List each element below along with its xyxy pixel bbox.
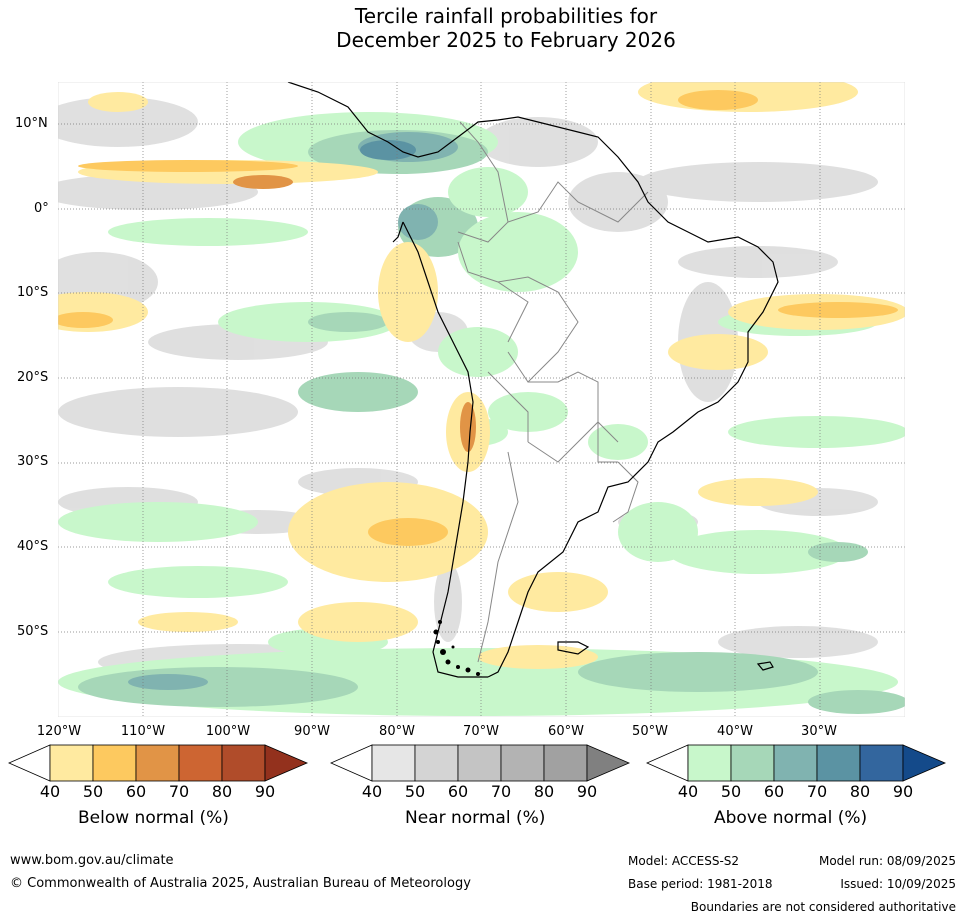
colorbar-segment bbox=[92, 744, 137, 782]
colorbar-near-normal bbox=[330, 744, 631, 782]
legend-tick-label: 70 bbox=[490, 782, 512, 801]
title-line-2: December 2025 to February 2026 bbox=[336, 28, 676, 52]
legend-tick-label: 60 bbox=[125, 782, 147, 801]
lon-label-50w: 50°W bbox=[632, 724, 668, 739]
lat-label-10s: 10°S bbox=[17, 285, 49, 300]
colorbar-segment bbox=[371, 744, 416, 782]
legend-tick-label: 50 bbox=[720, 782, 742, 801]
chile-archipelago bbox=[433, 620, 480, 676]
legend-title-below-normal: Below normal (%) bbox=[78, 808, 229, 828]
colorbar-segment bbox=[221, 744, 266, 782]
lon-label-60w: 60°W bbox=[548, 724, 584, 739]
legend-tick-label: 60 bbox=[447, 782, 469, 801]
footer-base-period: Base period: 1981-2018 bbox=[628, 877, 773, 891]
lat-label-40s: 40°S bbox=[17, 539, 49, 554]
legend-tick-label: 80 bbox=[533, 782, 555, 801]
footer-issued: Issued: 10/09/2025 bbox=[840, 877, 956, 891]
probability-map bbox=[58, 82, 905, 717]
legend-tick-label: 70 bbox=[806, 782, 828, 801]
legend-tick-label: 50 bbox=[404, 782, 426, 801]
colorbar-segment bbox=[543, 744, 588, 782]
legend-tick-label: 90 bbox=[254, 782, 276, 801]
lat-label-20s: 20°S bbox=[17, 370, 49, 385]
map-title: Tercile rainfall probabilities for Decem… bbox=[0, 4, 965, 52]
legend-tick-label: 80 bbox=[849, 782, 871, 801]
legend-tick-label: 90 bbox=[892, 782, 914, 801]
footer-model: Model: ACCESS-S2 bbox=[628, 854, 740, 868]
below-normal-regions bbox=[58, 82, 905, 669]
colorbar-segment bbox=[414, 744, 459, 782]
lat-label-50s: 50°S bbox=[17, 624, 49, 639]
colorbar-segment bbox=[178, 744, 223, 782]
colorbar-segment bbox=[730, 744, 775, 782]
title-line-1: Tercile rainfall probabilities for bbox=[354, 4, 658, 28]
colorbar-segment bbox=[49, 744, 94, 782]
map-gridlines bbox=[58, 82, 905, 717]
legend-tick-label: 80 bbox=[211, 782, 233, 801]
legend-tick-label: 40 bbox=[361, 782, 383, 801]
lon-label-80w: 80°W bbox=[379, 724, 415, 739]
footer-copyright: © Commonwealth of Australia 2025, Austra… bbox=[10, 876, 471, 891]
legend-tick-label: 40 bbox=[39, 782, 61, 801]
colorbar-segment bbox=[816, 744, 861, 782]
colorbar-segment-high bbox=[902, 744, 947, 782]
colorbar-segment-low bbox=[646, 744, 689, 782]
legend-tick-label: 70 bbox=[168, 782, 190, 801]
colorbar-segment bbox=[457, 744, 502, 782]
legend-tick-label: 50 bbox=[82, 782, 104, 801]
footer-model-run: Model run: 08/09/2025 bbox=[818, 854, 956, 868]
colorbar-segment-low bbox=[330, 744, 373, 782]
colorbar-segment-high bbox=[264, 744, 309, 782]
legend-tick-label: 40 bbox=[677, 782, 699, 801]
legend-tick-label: 60 bbox=[763, 782, 785, 801]
lon-label-110w: 110°W bbox=[120, 724, 166, 739]
colorbar-below-normal bbox=[8, 744, 309, 782]
colorbar-segment bbox=[500, 744, 545, 782]
colorbar-segment-low bbox=[8, 744, 51, 782]
footer-disclaimer: Boundaries are not considered authoritat… bbox=[690, 900, 956, 914]
colorbar-segment bbox=[687, 744, 732, 782]
colorbar-segment-high bbox=[586, 744, 631, 782]
lat-label-10n: 10°N bbox=[15, 116, 48, 131]
lat-label-0: 0° bbox=[34, 201, 49, 216]
colorbar-above-normal bbox=[646, 744, 947, 782]
lon-label-40w: 40°W bbox=[717, 724, 753, 739]
lon-label-70w: 70°W bbox=[463, 724, 499, 739]
coastline bbox=[287, 82, 779, 678]
lat-label-30s: 30°S bbox=[17, 454, 49, 469]
country-boundaries bbox=[457, 121, 649, 663]
legend-title-above-normal: Above normal (%) bbox=[714, 808, 868, 828]
lon-label-100w: 100°W bbox=[205, 724, 251, 739]
lon-label-30w: 30°W bbox=[801, 724, 837, 739]
legend-title-near-normal: Near normal (%) bbox=[405, 808, 546, 828]
colorbar-segment bbox=[135, 744, 180, 782]
footer-url: www.bom.gov.au/climate bbox=[10, 853, 174, 868]
colorbar-segment bbox=[859, 744, 904, 782]
lon-label-120w: 120°W bbox=[36, 724, 82, 739]
lon-label-90w: 90°W bbox=[294, 724, 330, 739]
colorbar-segment bbox=[773, 744, 818, 782]
legend-tick-label: 90 bbox=[576, 782, 598, 801]
